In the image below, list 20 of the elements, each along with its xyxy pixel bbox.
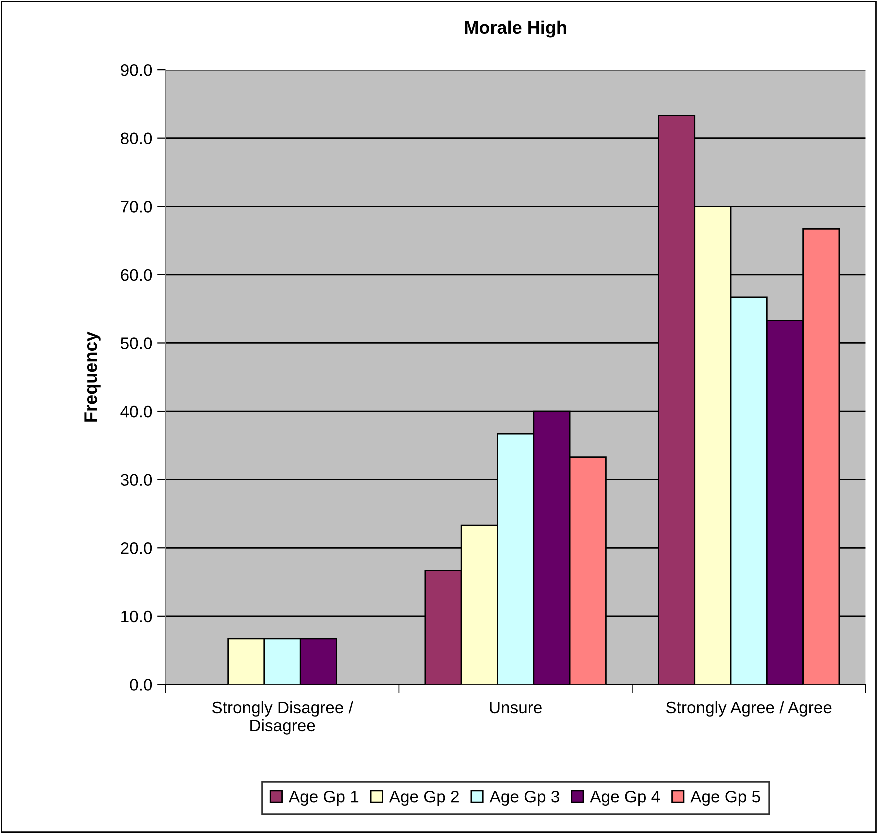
legend-label: Age Gp 2 — [389, 790, 459, 806]
legend-label: Age Gp 5 — [690, 790, 760, 806]
x-tick-label: Unsure — [490, 702, 542, 714]
y-tick-label: 70.0 — [121, 201, 152, 213]
legend-label: Age Gp 3 — [490, 790, 560, 806]
legend-label: Age Gp 1 — [288, 790, 359, 806]
legend-label: Age Gp 4 — [590, 790, 660, 806]
y-tick-label: 40.0 — [120, 406, 152, 418]
x-tick-label: Strongly Agree / Agree — [666, 701, 832, 717]
chart-title: Morale High — [465, 20, 566, 38]
y-tick-label: 60.0 — [121, 269, 152, 282]
y-tick-label: 30.0 — [120, 474, 152, 486]
y-axis-title: Frequency — [84, 332, 101, 422]
y-tick-label: 90.0 — [121, 64, 152, 76]
y-tick-label: 50.0 — [120, 338, 152, 350]
y-tick-label: 20.0 — [121, 542, 152, 554]
y-tick-label: 10.0 — [122, 610, 152, 623]
y-tick-label: 80.0 — [121, 132, 152, 145]
y-tick-label: 0.0 — [130, 679, 152, 691]
x-tick-label: Strongly Disagree / Disagree — [212, 701, 354, 735]
